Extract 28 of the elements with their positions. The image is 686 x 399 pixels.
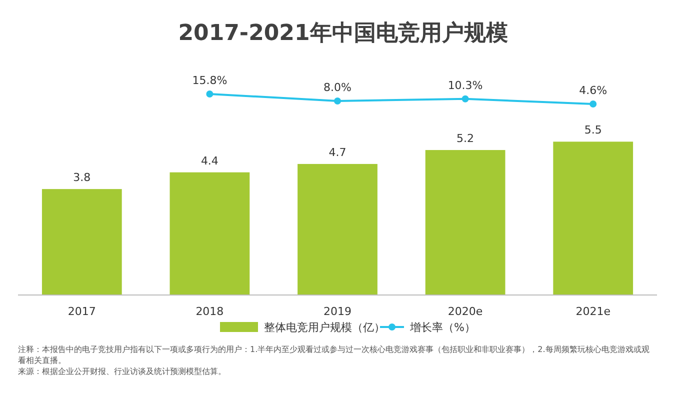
data-label: 3.8 xyxy=(73,171,91,184)
point xyxy=(334,97,341,104)
bar xyxy=(170,172,250,295)
chart-title: 2017-2021年中国电竞用户规模 xyxy=(178,20,508,46)
bar xyxy=(298,164,378,295)
text: 注释：本报告中的电子竞技用户指有以下一项或多项行为的用户：1.半年内至少观看过或参与过一次核心电竞游戏赛事（包括职业和非职业赛事），2.每周频繁玩核心电竞游戏或观看相关直播。 xyxy=(18,345,650,365)
legend-label: 增长率（%） xyxy=(409,321,476,334)
legend-label: 整体电竞用户规模（亿） xyxy=(264,321,385,334)
bar xyxy=(425,150,506,295)
x-tick-label: 2017 xyxy=(68,305,96,318)
data-label: 5.2 xyxy=(456,132,474,146)
data-label: 8.0% xyxy=(324,80,352,94)
point xyxy=(590,100,597,108)
point xyxy=(462,95,469,102)
data-label: 4.6% xyxy=(579,84,608,97)
data-label: 15.8% xyxy=(192,74,228,87)
x-tick-label: 2021e xyxy=(576,305,611,318)
x-tick-label: 2019 xyxy=(324,305,352,318)
data-label: 10.3% xyxy=(448,78,483,92)
x-tick-label: 2020e xyxy=(448,305,483,318)
data-label: 5.5 xyxy=(584,124,602,137)
x-tick-label: 2018 xyxy=(196,305,224,318)
point xyxy=(206,90,214,98)
bar xyxy=(553,142,634,295)
source-note: 来源：根据企业公开财报、行业访谈及统计预测模型估算。 xyxy=(18,367,226,376)
data-label: 4.7 xyxy=(328,146,346,159)
data-label: 4.4 xyxy=(200,154,218,168)
bar xyxy=(42,189,122,295)
